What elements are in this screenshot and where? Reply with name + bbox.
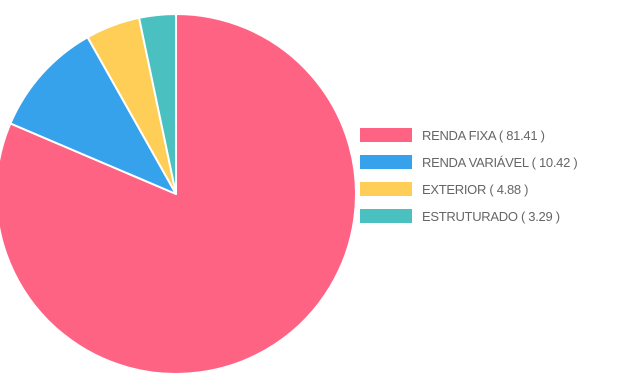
- legend-swatch: [360, 182, 412, 196]
- legend-swatch: [360, 128, 412, 142]
- legend-label: RENDA VARIÁVEL ( 10.42 ): [422, 154, 578, 170]
- pie-slice-renda-vari-vel[interactable]: [9, 36, 177, 195]
- pie-slice-renda-fixa[interactable]: [0, 13, 357, 375]
- legend-swatch: [360, 155, 412, 169]
- chart-legend: RENDA FIXA ( 81.41 ) RENDA VARIÁVEL ( 10…: [360, 126, 636, 234]
- legend-item-estruturado[interactable]: ESTRUTURADO ( 3.29 ): [360, 207, 636, 225]
- pie-slice-estruturado[interactable]: [138, 13, 177, 195]
- legend-swatch: [360, 209, 412, 223]
- legend-label: RENDA FIXA ( 81.41 ): [422, 127, 545, 143]
- legend-item-renda-variavel[interactable]: RENDA VARIÁVEL ( 10.42 ): [360, 153, 636, 171]
- legend-item-exterior[interactable]: EXTERIOR ( 4.88 ): [360, 180, 636, 198]
- legend-item-renda-fixa[interactable]: RENDA FIXA ( 81.41 ): [360, 126, 636, 144]
- legend-label: ESTRUTURADO ( 3.29 ): [422, 208, 560, 224]
- legend-label: EXTERIOR ( 4.88 ): [422, 181, 529, 197]
